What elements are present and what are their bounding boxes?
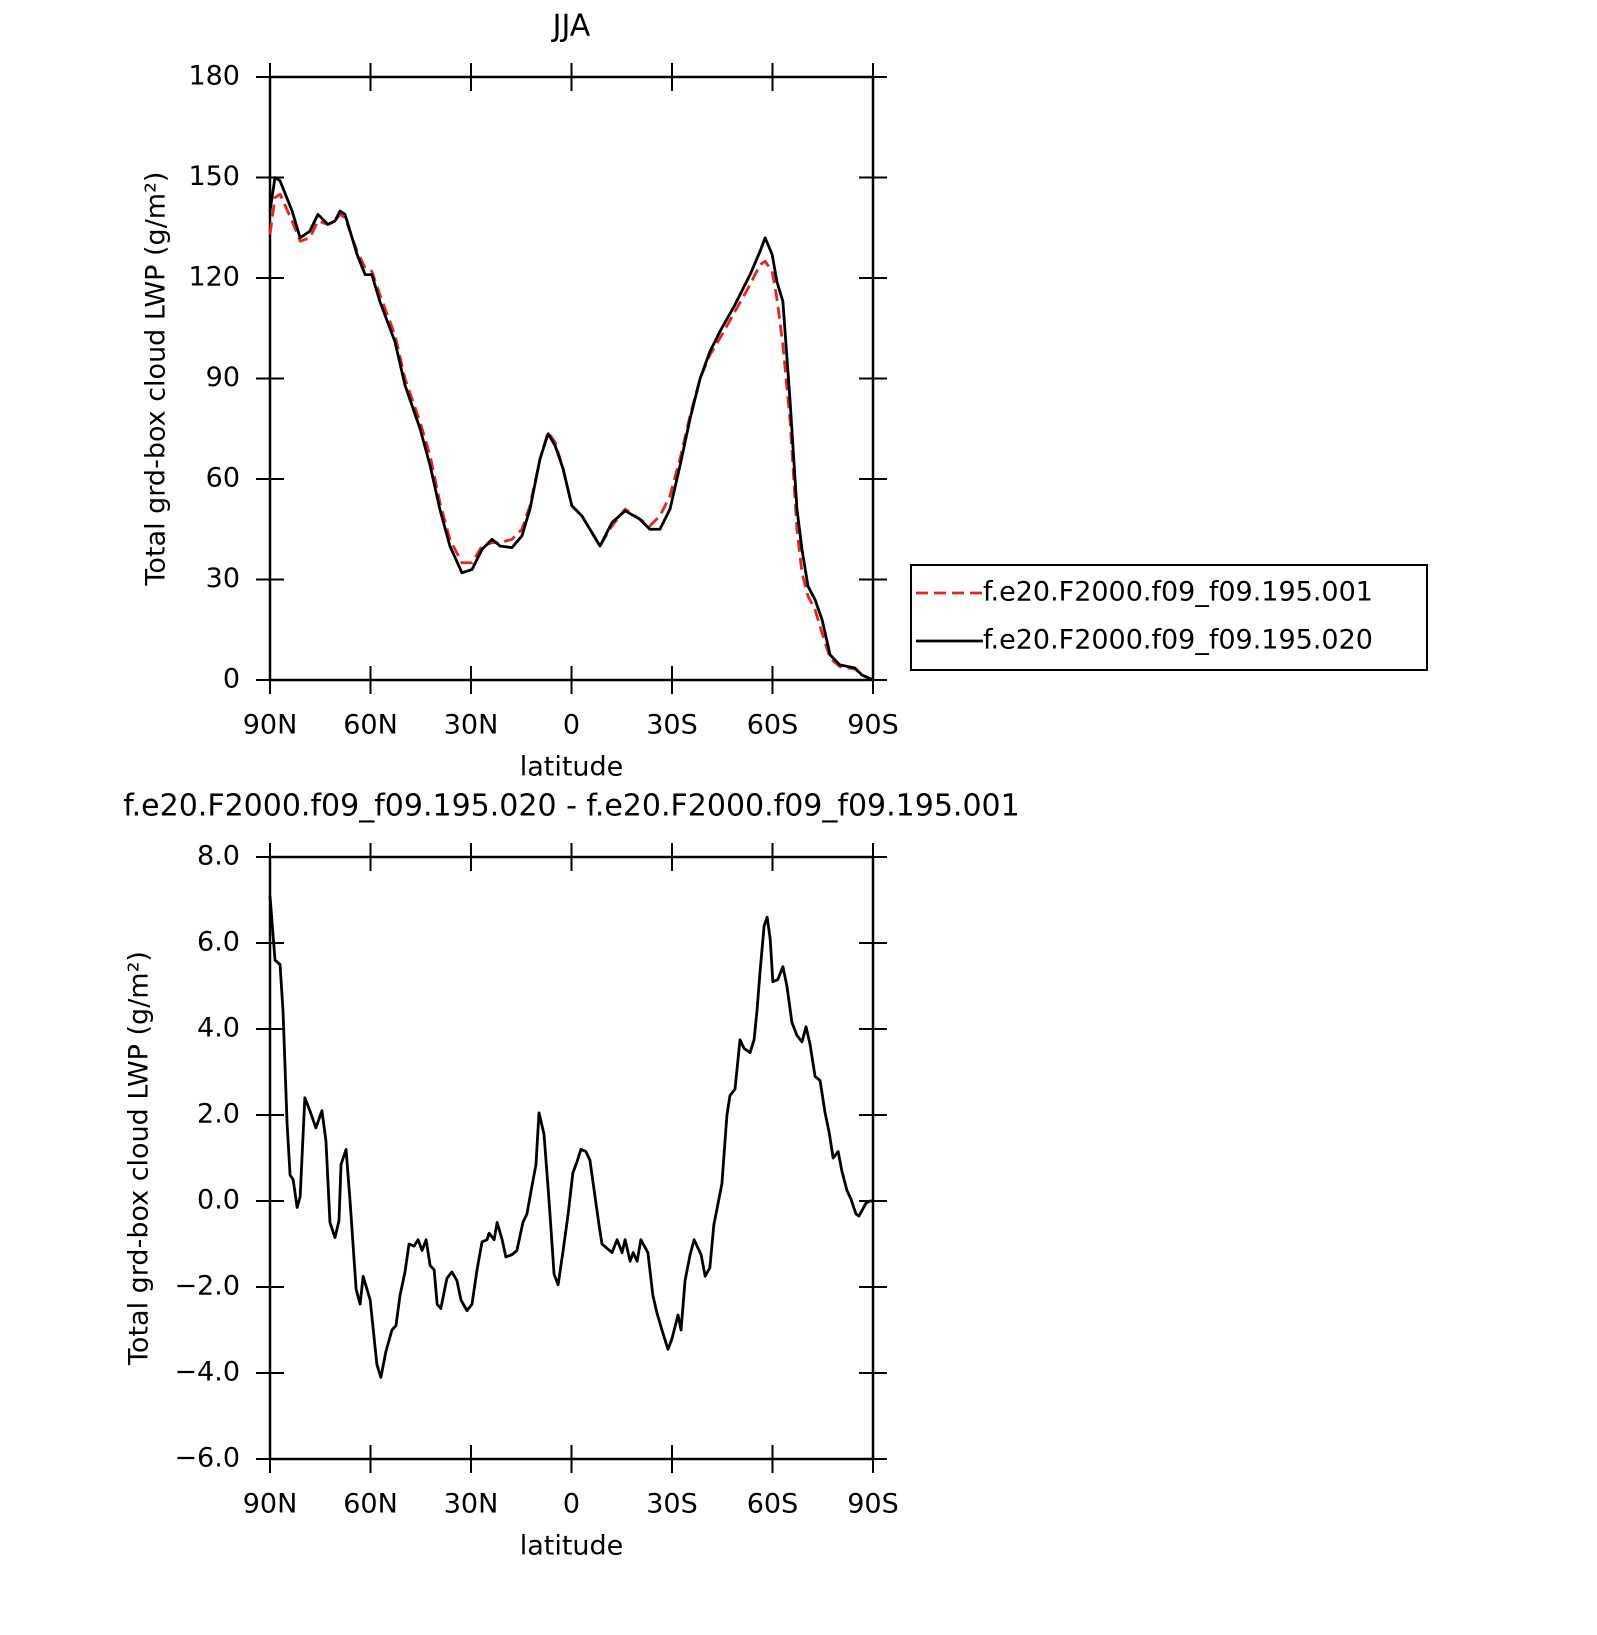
x-axis-label: latitude — [520, 752, 624, 783]
x-tick-label: 0 — [563, 1489, 580, 1520]
x-tick-label: 30S — [646, 1489, 698, 1520]
y-axis-label: Total grd-box cloud LWP (g/m²) — [124, 951, 155, 1366]
x-tick-label: 30N — [444, 1489, 499, 1520]
y-axis-label: Total grd-box cloud LWP (g/m²) — [141, 172, 172, 587]
x-tick-label: 30N — [444, 710, 499, 741]
y-tick-label: −4.0 — [174, 1357, 240, 1388]
x-tick-label: 60S — [747, 1489, 799, 1520]
x-tick-label: 30S — [646, 710, 698, 741]
y-tick-label: 30 — [206, 563, 240, 594]
y-tick-label: −2.0 — [174, 1271, 240, 1302]
plot-frame — [268, 75, 875, 682]
x-tick-label: 60N — [343, 1489, 398, 1520]
y-tick-label: 90 — [206, 362, 240, 393]
x-tick-label: 60N — [343, 710, 398, 741]
x-tick-label: 90S — [847, 1489, 899, 1520]
y-tick-label: −6.0 — [174, 1443, 240, 1474]
y-tick-label: 6.0 — [197, 927, 240, 958]
y-tick-label: 150 — [188, 161, 240, 192]
x-tick-label: 90N — [243, 1489, 298, 1520]
legend-label: f.e20.F2000.f09_f09.195.001 — [983, 577, 1373, 608]
chart-title: JJA — [551, 9, 591, 44]
data-line — [268, 176, 874, 682]
y-tick-label: 120 — [188, 262, 240, 293]
y-tick-label: 180 — [188, 61, 240, 92]
data-line — [268, 895, 873, 1379]
y-tick-label: 0 — [223, 664, 240, 695]
y-tick-label: 8.0 — [197, 841, 240, 872]
x-tick-label: 60S — [747, 710, 799, 741]
chart-title: f.e20.F2000.f09_f09.195.020 - f.e20.F200… — [123, 789, 1019, 824]
legend-box — [910, 564, 1428, 671]
x-tick-label: 0 — [563, 710, 580, 741]
legend-label: f.e20.F2000.f09_f09.195.020 — [983, 625, 1373, 656]
y-tick-label: 4.0 — [197, 1013, 240, 1044]
x-tick-label: 90S — [847, 710, 899, 741]
x-tick-label: 90N — [243, 710, 298, 741]
x-axis-label: latitude — [520, 1531, 624, 1562]
plot-frame — [268, 855, 875, 1461]
y-tick-label: 0.0 — [197, 1185, 240, 1216]
y-tick-label: 60 — [206, 463, 240, 494]
y-tick-label: 2.0 — [197, 1099, 240, 1130]
data-line — [268, 192, 874, 682]
